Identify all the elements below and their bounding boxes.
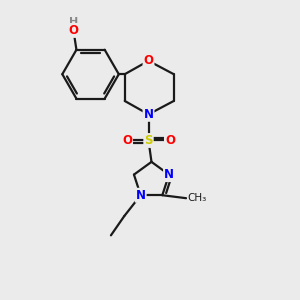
Text: O: O	[122, 134, 132, 147]
Text: O: O	[68, 24, 79, 37]
Text: S: S	[144, 134, 153, 147]
Text: N: N	[143, 108, 154, 121]
Text: O: O	[143, 54, 154, 67]
Text: N: N	[136, 189, 146, 202]
Text: N: N	[164, 168, 174, 181]
Text: O: O	[165, 134, 175, 147]
Text: CH₃: CH₃	[188, 193, 207, 203]
Text: H: H	[69, 17, 78, 27]
